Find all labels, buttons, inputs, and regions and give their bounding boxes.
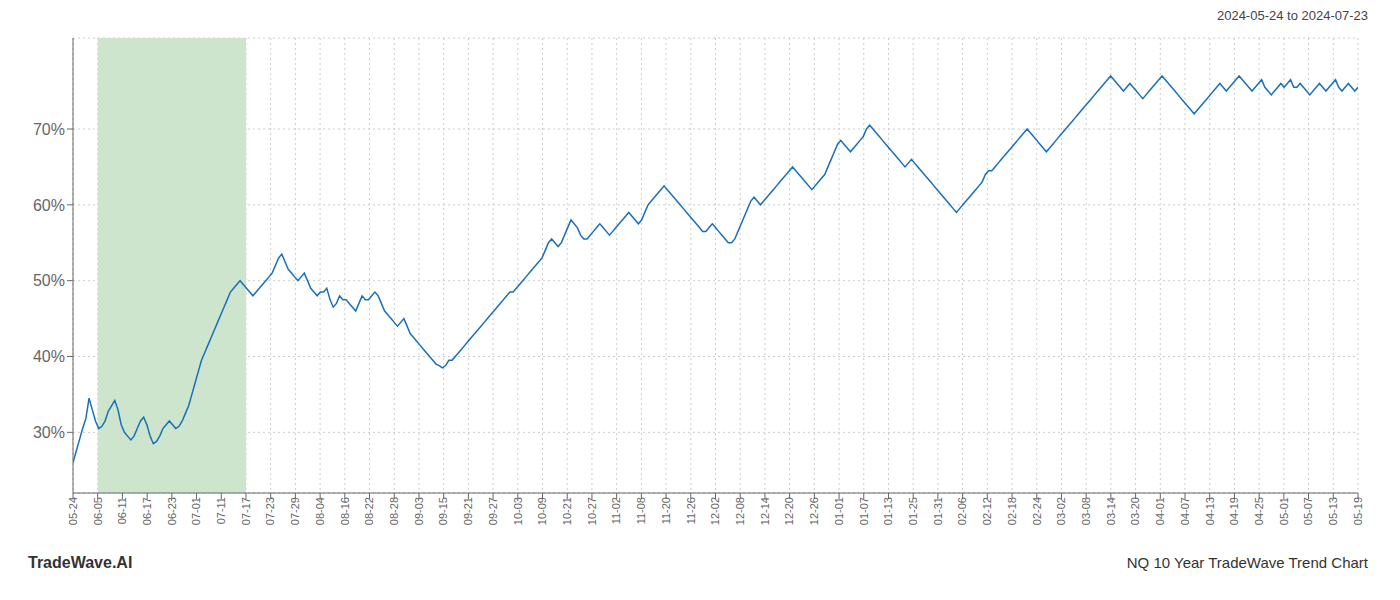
svg-text:11-08: 11-08	[635, 497, 647, 524]
svg-text:10-21: 10-21	[561, 497, 573, 525]
svg-text:12-08: 12-08	[734, 497, 746, 525]
svg-text:09-27: 09-27	[487, 497, 499, 525]
html-text:NQ 10 Year TradeWave Trend Cha: NQ 10 Year TradeWave Trend Chart	[1126, 554, 1368, 571]
svg-text:12-26: 12-26	[808, 497, 820, 525]
svg-text:50%: 50%	[33, 272, 65, 289]
svg-text:04-07: 04-07	[1179, 497, 1191, 525]
svg-text:07-01: 07-01	[190, 497, 202, 525]
svg-text:06-05: 06-05	[92, 497, 104, 525]
svg-text:06-11: 06-11	[116, 497, 128, 524]
svg-text:04-25: 04-25	[1253, 497, 1265, 525]
svg-text:07-29: 07-29	[289, 497, 301, 525]
svg-text:07-23: 07-23	[265, 497, 277, 525]
svg-text:07-11: 07-11	[215, 497, 227, 524]
svg-text:05-13: 05-13	[1327, 497, 1339, 525]
html-text:2024-05-24 to 2024-07-23: 2024-05-24 to 2024-07-23	[1216, 8, 1368, 23]
svg-text:06-23: 06-23	[166, 497, 178, 525]
svg-text:01-07: 01-07	[858, 497, 870, 525]
svg-text:40%: 40%	[33, 348, 65, 365]
svg-text:02-06: 02-06	[956, 497, 968, 525]
svg-text:03-08: 03-08	[1080, 497, 1092, 525]
svg-text:09-15: 09-15	[437, 497, 449, 525]
svg-text:09-21: 09-21	[462, 497, 474, 525]
svg-text:01-13: 01-13	[882, 497, 894, 525]
svg-text:03-20: 03-20	[1129, 497, 1141, 525]
svg-text:11-20: 11-20	[660, 497, 672, 524]
svg-text:05-19: 05-19	[1352, 497, 1364, 525]
svg-text:02-18: 02-18	[1006, 497, 1018, 525]
svg-text:08-16: 08-16	[339, 497, 351, 525]
svg-text:02-12: 02-12	[981, 497, 993, 525]
svg-text:03-14: 03-14	[1105, 497, 1117, 525]
svg-text:05-07: 05-07	[1302, 497, 1314, 525]
svg-text:04-01: 04-01	[1154, 497, 1166, 525]
svg-text:70%: 70%	[33, 121, 65, 138]
svg-text:08-04: 08-04	[314, 497, 326, 525]
svg-text:01-25: 01-25	[907, 497, 919, 525]
svg-text:10-09: 10-09	[536, 497, 548, 525]
svg-text:07-17: 07-17	[240, 497, 252, 525]
svg-text:08-28: 08-28	[388, 497, 400, 525]
svg-text:11-02: 11-02	[610, 497, 622, 524]
svg-text:02-24: 02-24	[1031, 497, 1043, 525]
svg-text:10-27: 10-27	[586, 497, 598, 525]
svg-text:09-03: 09-03	[413, 497, 425, 525]
svg-text:12-14: 12-14	[759, 497, 771, 525]
svg-text:04-19: 04-19	[1228, 497, 1240, 525]
svg-text:12-02: 12-02	[709, 497, 721, 525]
svg-text:06-17: 06-17	[141, 497, 153, 525]
svg-text:01-31: 01-31	[932, 497, 944, 525]
svg-text:60%: 60%	[33, 197, 65, 214]
svg-text:04-13: 04-13	[1204, 497, 1216, 525]
svg-text:10-03: 10-03	[512, 497, 524, 525]
html-text:TradeWave.AI: TradeWave.AI	[28, 554, 133, 571]
svg-text:05-24: 05-24	[67, 497, 79, 525]
svg-text:05-01: 05-01	[1278, 497, 1290, 525]
svg-text:11-26: 11-26	[685, 497, 697, 524]
svg-text:12-20: 12-20	[783, 497, 795, 525]
svg-text:03-02: 03-02	[1055, 497, 1067, 525]
svg-text:30%: 30%	[33, 424, 65, 441]
svg-text:01-01: 01-01	[833, 497, 845, 525]
svg-text:08-22: 08-22	[363, 497, 375, 525]
